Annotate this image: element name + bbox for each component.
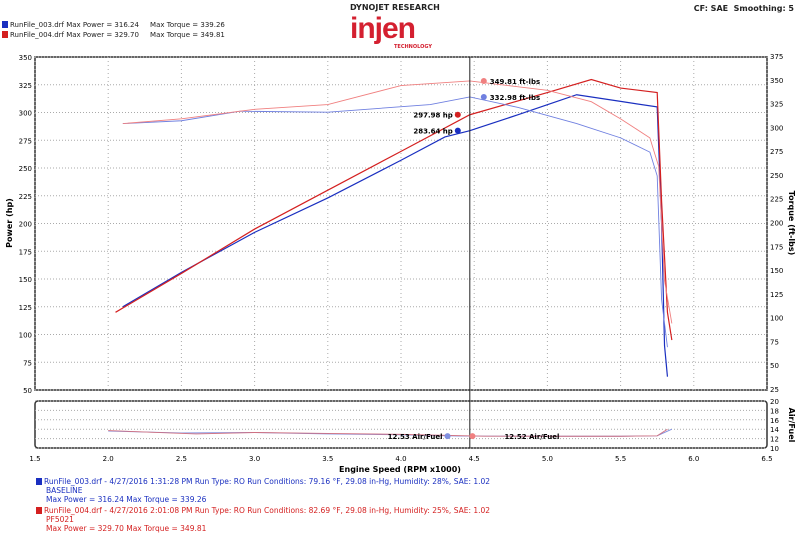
brand-title: DYNOJET RESEARCH [350,3,440,12]
power-tick-label: 75 [23,359,32,367]
power-tick-label: 200 [19,221,32,229]
x-tick-label: 2.0 [103,455,114,463]
annotation-label: 12.52 Air/Fuel [504,433,559,441]
dyno-chart: 50 75 100 125 150 175 200 225 250 275 300 325 350 25 5… [5,53,796,474]
afr-tick-label: 16 [770,417,779,425]
x-tick-label: 5.5 [615,455,626,463]
torque-tick-label: 375 [770,53,783,61]
power-tick-label: 50 [23,387,32,395]
torque-tick-label: 200 [770,220,783,228]
torque-line-RunFile_003.drf [122,96,668,348]
torque-tick-label: 100 [770,315,783,323]
annotation-marker [454,127,461,134]
torque-tick-label: 275 [770,148,783,156]
torque-tick-label: 75 [770,338,779,346]
annotation-label: 297.98 hp [413,112,452,120]
afr-axis-label: Air/Fuel [787,408,796,443]
torque-tick-label: 125 [770,291,783,299]
power-tick-label: 325 [19,82,32,90]
torque-tick-label: 225 [770,196,783,204]
power-tick-label: 225 [19,193,32,201]
annotation-marker [480,77,487,84]
annotation-label: 332.98 ft-lbs [490,94,540,102]
annotation-marker [469,433,476,440]
annotation-marker [444,433,451,440]
annotation-marker [454,111,461,118]
afr-tick-label: 20 [770,398,779,406]
torque-tick-label: 175 [770,243,783,251]
annotation-label: 12.53 Air/Fuel [388,433,443,441]
x-tick-label: 4.0 [395,455,406,463]
torque-tick-label: 300 [770,124,783,132]
x-tick-label: 1.5 [29,455,40,463]
torque-tick-label: 150 [770,267,783,275]
torque-tick-label: 25 [770,386,779,394]
afr-line-RunFile_004.drf [108,428,668,437]
x-tick-label: 2.5 [176,455,187,463]
power-tick-label: 300 [19,110,32,118]
power-axis-label: Power (hp) [5,198,14,248]
power-tick-label: 250 [19,165,32,173]
annotation-label: 349.81 ft-lbs [490,78,540,86]
x-tick-label: 4.5 [469,455,480,463]
torque-axis-label: Torque (ft-lbs) [787,191,796,256]
x-tick-label: 6.0 [688,455,699,463]
x-tick-label: 3.0 [249,455,260,463]
settings-text: CF: SAE Smoothing: 5 [693,4,794,13]
afr-tick-label: 14 [770,426,779,434]
power-line-RunFile_003.drf [122,94,669,377]
power-tick-label: 100 [19,332,32,340]
power-tick-label: 125 [19,304,32,312]
power-tick-label: 150 [19,276,32,284]
annotation-marker [480,93,487,100]
x-axis-label: Engine Speed (RPM x1000) [339,465,461,474]
torque-tick-label: 250 [770,172,783,180]
x-tick-label: 3.5 [322,455,333,463]
power-tick-label: 275 [19,137,32,145]
torque-tick-label: 325 [770,101,783,109]
legend-run-1: RunFile_003.drf - 4/27/2016 1:31:28 PM R… [36,477,490,504]
torque-line-RunFile_004.drf [122,80,673,324]
torque-tick-label: 50 [770,362,779,370]
header-run-1: RunFile_003.drf Max Power = 316.24 Max T… [2,21,225,29]
power-line-RunFile_004.drf [115,78,673,341]
power-tick-label: 175 [19,248,32,256]
injen-logo: injen TECHNOLOGY [350,12,432,51]
header-run-2: RunFile_004.drf Max Power = 329.70 Max T… [2,31,225,39]
legend-run-2: RunFile_004.drf - 4/27/2016 2:01:08 PM R… [36,506,490,533]
torque-tick-label: 350 [770,77,783,85]
annotation-label: 283.64 hp [413,128,452,136]
x-tick-label: 5.0 [542,455,553,463]
power-tick-label: 350 [19,54,32,62]
afr-tick-label: 12 [770,436,779,444]
afr-tick-label: 10 [770,445,779,453]
afr-tick-label: 18 [770,407,779,415]
x-tick-label: 6.5 [761,455,772,463]
